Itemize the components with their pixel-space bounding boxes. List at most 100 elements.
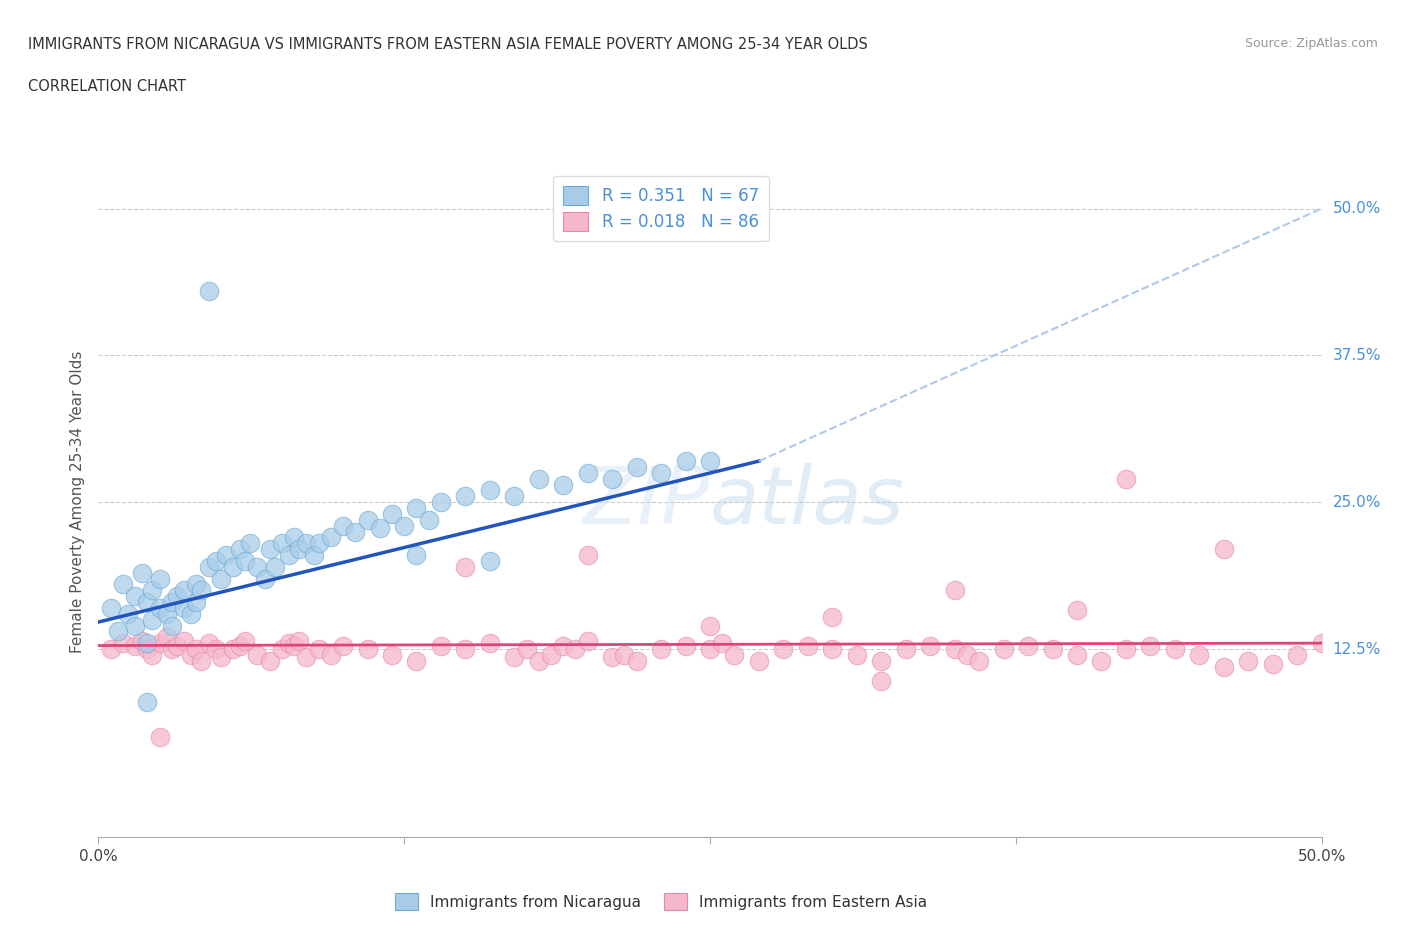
Point [156,606,179,621]
Point [527,472,550,486]
Text: 50.0%: 50.0% [1333,201,1381,216]
Point [1286,647,1309,662]
Point [675,638,697,653]
Point [160,594,183,609]
Point [259,542,281,557]
Point [295,536,318,551]
Point [723,647,745,662]
Point [576,465,599,480]
Point [956,647,979,662]
Point [141,583,163,598]
Point [1115,642,1137,657]
Point [699,642,721,657]
Point [430,495,453,510]
Point [160,618,183,633]
Point [1090,654,1112,669]
Point [564,642,586,657]
Point [278,548,301,563]
Point [993,642,1015,657]
Point [381,647,404,662]
Point [943,583,966,598]
Point [288,542,311,557]
Point [131,633,153,648]
Text: 37.5%: 37.5% [1333,348,1381,363]
Point [229,638,252,653]
Point [107,624,129,639]
Point [124,589,146,604]
Point [214,548,236,563]
Point [205,642,228,657]
Point [190,583,212,598]
Point [1066,603,1088,618]
Point [149,730,172,745]
Point [1310,636,1333,651]
Point [1212,542,1234,557]
Point [430,638,453,653]
Point [1188,647,1211,662]
Point [1017,638,1039,653]
Point [821,642,844,657]
Point [136,636,159,651]
Point [222,559,245,574]
Point [319,530,342,545]
Point [246,559,269,574]
Point [699,618,721,633]
Point [600,472,623,486]
Point [576,633,599,648]
Point [418,512,440,527]
Point [711,636,734,651]
Point [845,647,868,662]
Point [870,673,893,688]
Point [288,633,311,648]
Point [1261,657,1284,671]
Point [186,642,208,657]
Point [381,507,404,522]
Text: 12.5%: 12.5% [1333,642,1381,657]
Point [308,536,330,551]
Y-axis label: Female Poverty Among 25-34 Year Olds: Female Poverty Among 25-34 Year Olds [69,351,84,654]
Point [283,530,305,545]
Point [748,654,770,669]
Point [344,525,367,539]
Point [295,650,318,665]
Point [173,633,195,648]
Point [626,459,648,474]
Point [136,695,159,710]
Point [160,642,183,657]
Point [1042,642,1064,657]
Point [368,521,391,536]
Point [894,642,917,657]
Point [197,636,219,651]
Point [392,518,416,533]
Point [246,647,269,662]
Point [405,654,427,669]
Point [190,654,212,669]
Point [319,647,342,662]
Point [515,642,537,657]
Point [454,559,477,574]
Point [263,559,285,574]
Point [527,654,550,669]
Point [332,518,354,533]
Point [613,647,636,662]
Point [967,654,990,669]
Text: CORRELATION CHART: CORRELATION CHART [28,79,186,94]
Point [173,583,195,598]
Point [229,542,252,557]
Point [173,601,195,616]
Point [111,636,134,651]
Point [503,489,526,504]
Point [100,601,122,616]
Point [356,512,378,527]
Point [821,610,844,625]
Point [675,454,697,469]
Point [136,594,159,609]
Point [943,642,966,657]
Point [239,536,262,551]
Point [503,650,526,665]
Point [405,500,427,515]
Point [166,638,188,653]
Point [156,630,179,644]
Point [553,477,575,492]
Point [111,577,134,591]
